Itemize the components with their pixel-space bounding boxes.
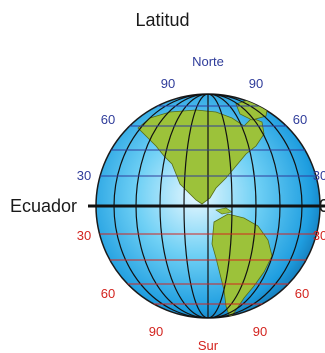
lat-south-90-right: 90 — [253, 324, 267, 339]
lat-south-90-left: 90 — [149, 324, 163, 339]
lat-south-60-right: 60 — [295, 286, 309, 301]
south-pole-label: Sur — [198, 338, 219, 353]
lat-north-90-right: 90 — [249, 76, 263, 91]
equator-label: Ecuador — [10, 196, 77, 216]
lat-north-60-left: 60 — [101, 112, 115, 127]
lat-south-30-left: 30 — [77, 228, 91, 243]
diagram-title: Latitud — [135, 10, 190, 30]
lat-north-30-left: 30 — [77, 168, 91, 183]
north-pole-label: Norte — [192, 54, 224, 69]
lat-north-90-left: 90 — [161, 76, 175, 91]
globe — [88, 93, 325, 319]
equator-value-label: 0 — [319, 196, 325, 216]
south-america-landmass — [211, 213, 273, 318]
lat-north-30-right: 30 — [313, 168, 325, 183]
lat-south-60-left: 60 — [101, 286, 115, 301]
lat-north-60-right: 60 — [293, 112, 307, 127]
lat-south-30-right: 30 — [313, 228, 325, 243]
